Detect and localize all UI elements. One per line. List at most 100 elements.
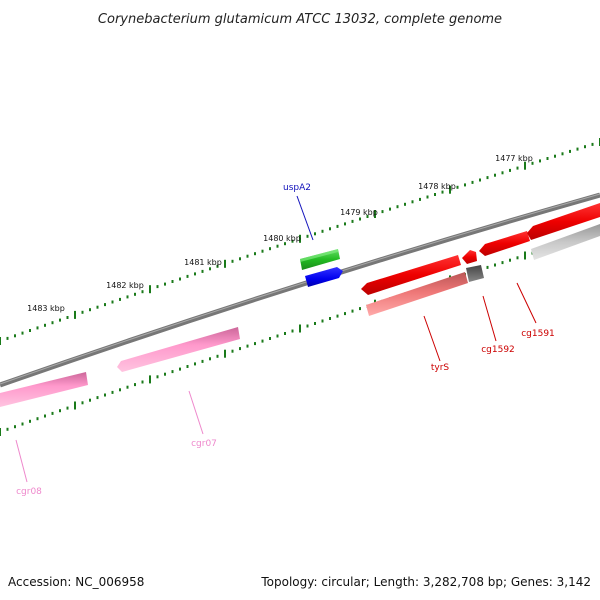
inner-minor-tick	[344, 312, 346, 316]
inner-minor-tick	[321, 319, 324, 323]
outer-minor-tick	[531, 161, 534, 165]
outer-minor-tick	[479, 178, 481, 182]
outer-minor-tick	[471, 180, 474, 184]
gene-cgr07[interactable]	[117, 327, 240, 372]
label-uspA2[interactable]: uspA2	[283, 183, 311, 193]
outer-minor-tick	[456, 185, 459, 189]
tick-label-1483: 1483 kbp	[27, 304, 65, 313]
outer-minor-tick	[501, 171, 504, 175]
outer-minor-tick	[276, 244, 279, 248]
outer-minor-tick	[441, 190, 444, 194]
label-tyrS[interactable]: tyrS	[431, 363, 450, 373]
gene-cg1591[interactable]	[531, 224, 600, 260]
gene-red-cds-4[interactable]	[527, 203, 600, 240]
outer-minor-tick	[569, 149, 571, 153]
outer-minor-tick	[254, 252, 256, 256]
tick-label-1481: 1481 kbp	[184, 258, 222, 267]
inner-minor-tick	[501, 261, 504, 265]
inner-minor-tick	[186, 365, 189, 368]
outer-minor-tick	[44, 323, 46, 327]
topology-text: Topology: circular; Length: 3,282,708 bp…	[260, 575, 591, 589]
inner-minor-tick	[201, 359, 204, 363]
outer-minor-tick	[419, 197, 421, 201]
inner-minor-tick	[246, 344, 249, 348]
inner-major-tick	[224, 349, 226, 358]
tick-label-1479: 1479 kbp	[340, 208, 378, 217]
genome-backbone	[0, 192, 600, 388]
leader-cgr08	[15, 439, 28, 483]
inner-minor-tick	[261, 339, 264, 343]
outer-major-tick	[449, 185, 451, 194]
inner-minor-tick	[119, 388, 121, 392]
inner-minor-tick	[329, 317, 331, 320]
outer-minor-tick	[209, 267, 211, 271]
inner-minor-tick	[179, 367, 181, 371]
gene-cg1592[interactable]	[466, 265, 484, 282]
outer-minor-tick	[164, 282, 166, 286]
tick-label-1480: 1480 kbp	[263, 234, 301, 243]
outer-minor-tick	[546, 157, 549, 160]
outer-minor-tick	[344, 222, 346, 226]
inner-minor-tick	[516, 256, 519, 260]
tick-label-1478: 1478 kbp	[418, 182, 456, 191]
map-title: Corynebacterium glutamicum ATCC 13032, c…	[98, 12, 502, 27]
inner-major-tick	[0, 428, 1, 436]
outer-minor-tick	[246, 254, 249, 258]
outer-minor-tick	[269, 247, 271, 251]
outer-minor-tick	[404, 202, 406, 206]
inner-minor-tick	[306, 324, 309, 328]
label-cgr07[interactable]: cgr07	[191, 439, 217, 449]
outer-minor-tick	[21, 331, 24, 335]
inner-minor-tick	[36, 417, 39, 421]
gene-cgr08[interactable]	[0, 372, 88, 407]
outer-minor-tick	[486, 176, 489, 180]
leader-tyrS	[423, 315, 441, 362]
inner-minor-tick	[194, 362, 196, 366]
outer-minor-tick	[134, 292, 136, 296]
inner-minor-tick	[156, 375, 159, 379]
outer-major-tick	[74, 310, 76, 319]
outer-minor-tick	[329, 227, 331, 231]
outer-minor-tick	[6, 336, 9, 340]
gene-tyrS[interactable]	[366, 272, 468, 316]
outer-major-tick	[299, 234, 301, 243]
outer-minor-tick	[194, 272, 196, 276]
gene-blue-cds[interactable]	[305, 267, 343, 287]
gene-red-cds-1[interactable]	[361, 255, 461, 295]
tick-label-1477: 1477 kbp	[495, 154, 533, 163]
outer-minor-tick	[591, 142, 594, 146]
inner-minor-tick	[239, 347, 241, 351]
outer-major-tick	[149, 285, 151, 294]
inner-minor-tick	[51, 411, 54, 415]
outer-minor-tick	[186, 274, 189, 278]
outer-minor-tick	[359, 217, 361, 221]
leader-uspA2	[296, 195, 314, 241]
outer-minor-tick	[336, 224, 339, 228]
outer-minor-tick	[261, 249, 264, 253]
label-cg1592[interactable]: cg1592	[481, 345, 515, 355]
gene-red-cds-2[interactable]	[462, 250, 477, 264]
outer-minor-tick	[561, 152, 564, 156]
outer-minor-tick	[96, 305, 99, 309]
inner-minor-tick	[336, 314, 339, 318]
label-cgr08[interactable]: cgr08	[16, 487, 42, 497]
outer-minor-tick	[464, 183, 466, 187]
label-cg1591[interactable]: cg1591	[521, 329, 555, 339]
gene-red-cds-3[interactable]	[479, 231, 530, 256]
outer-minor-tick	[351, 219, 354, 223]
inner-minor-tick	[104, 393, 106, 397]
outer-minor-tick	[509, 168, 511, 172]
inner-minor-tick	[171, 370, 174, 374]
outer-minor-tick	[539, 159, 541, 163]
outer-major-tick	[224, 259, 226, 268]
outer-major-tick	[374, 210, 376, 218]
inner-minor-tick	[6, 427, 9, 431]
inner-minor-tick	[126, 385, 129, 389]
leader-cg1592	[482, 295, 497, 342]
outer-minor-tick	[36, 326, 39, 330]
outer-minor-tick	[411, 200, 414, 204]
inner-minor-tick	[164, 372, 166, 376]
inner-minor-tick	[111, 390, 114, 394]
gene-uspA2[interactable]	[300, 249, 340, 270]
